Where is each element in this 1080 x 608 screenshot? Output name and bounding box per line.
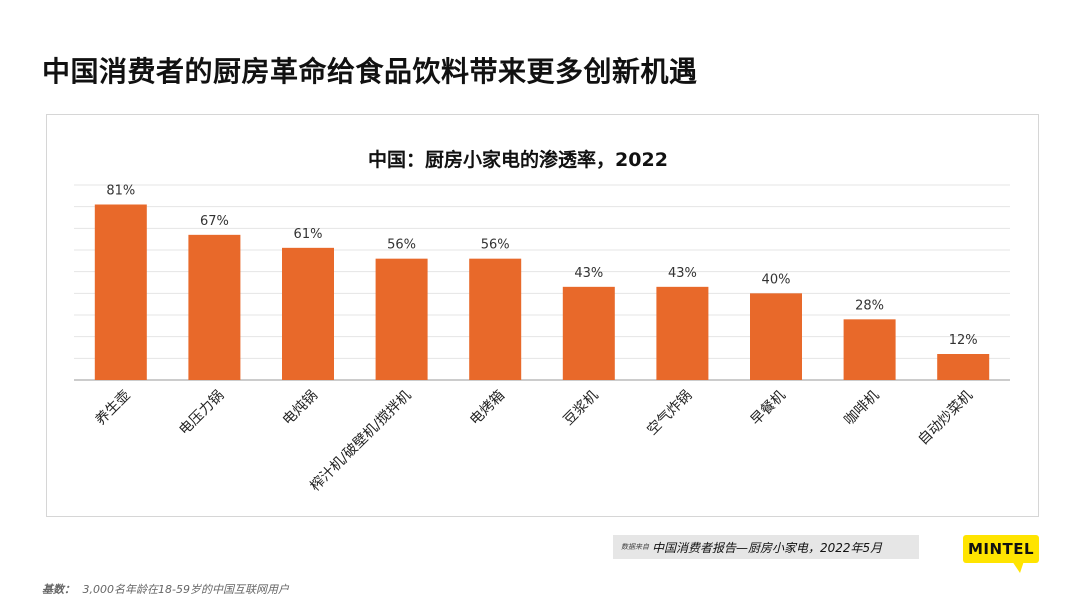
category-label-9: 自动炒菜机	[915, 388, 976, 449]
data-label-6: 43%	[668, 266, 697, 281]
bars	[94, 204, 990, 380]
logo-tail-shape	[1012, 561, 1024, 573]
category-label-8: 咖啡机	[841, 388, 882, 429]
chart-title: 中国：厨房小家电的渗透率，2022	[368, 148, 668, 171]
data-label-0: 81%	[106, 184, 135, 199]
category-label-6: 空气炸锅	[644, 388, 695, 439]
bar-5	[562, 286, 615, 380]
bar-1	[188, 234, 241, 380]
mintel-logo: MINTEL	[963, 535, 1039, 563]
category-label-0: 养生壶	[93, 388, 134, 429]
data-labels: 81% 67% 61% 56% 56% 43% 43% 40% 28% 12%	[106, 184, 977, 349]
bar-6	[656, 286, 709, 380]
bar-0	[94, 204, 147, 380]
data-label-7: 40%	[762, 272, 791, 287]
bar-chart: 中国：厨房小家电的渗透率，2022 81% 67% 61% 56% 56% 43% 43% 4…	[74, 148, 1010, 495]
logo-text: MINTEL	[967, 540, 1035, 558]
bar-7	[750, 293, 802, 380]
base-note: 基数： 3,000名年龄在18-59岁的中国互联网用户	[42, 581, 289, 597]
category-label-3: 榨汁机/破壁机/搅拌机	[307, 387, 415, 495]
data-label-4: 56%	[481, 238, 510, 253]
source-text: 中国消费者报告—厨房小家电，2022年5月	[652, 540, 883, 555]
bar-9	[937, 354, 990, 380]
base-label: 基数：	[42, 583, 75, 596]
category-label-7: 早餐机	[748, 388, 789, 429]
data-label-3: 56%	[387, 238, 416, 253]
data-label-5: 43%	[574, 266, 603, 281]
data-label-9: 12%	[949, 333, 978, 348]
category-label-2: 电炖锅	[280, 388, 321, 429]
bar-8	[843, 319, 896, 380]
bar-4	[469, 258, 522, 380]
category-label-4: 电烤箱	[467, 388, 508, 429]
bar-3	[375, 258, 428, 380]
chart-frame: 中国：厨房小家电的渗透率，2022 81% 67% 61% 56% 56% 43% 43% 4…	[46, 114, 1039, 517]
data-label-8: 28%	[855, 298, 884, 313]
source-note: 数据来自 中国消费者报告—厨房小家电，2022年5月	[613, 535, 919, 559]
data-label-2: 61%	[294, 227, 323, 242]
slide-title: 中国消费者的厨房革命给食品饮料带来更多创新机遇	[42, 55, 698, 88]
base-text: 3,000名年龄在18-59岁的中国互联网用户	[82, 583, 289, 596]
category-label-5: 豆浆机	[561, 388, 602, 429]
category-label-1: 电压力锅	[176, 388, 227, 439]
bar-2	[282, 247, 334, 380]
data-label-1: 67%	[200, 214, 229, 229]
source-label: 数据来自	[621, 543, 649, 551]
